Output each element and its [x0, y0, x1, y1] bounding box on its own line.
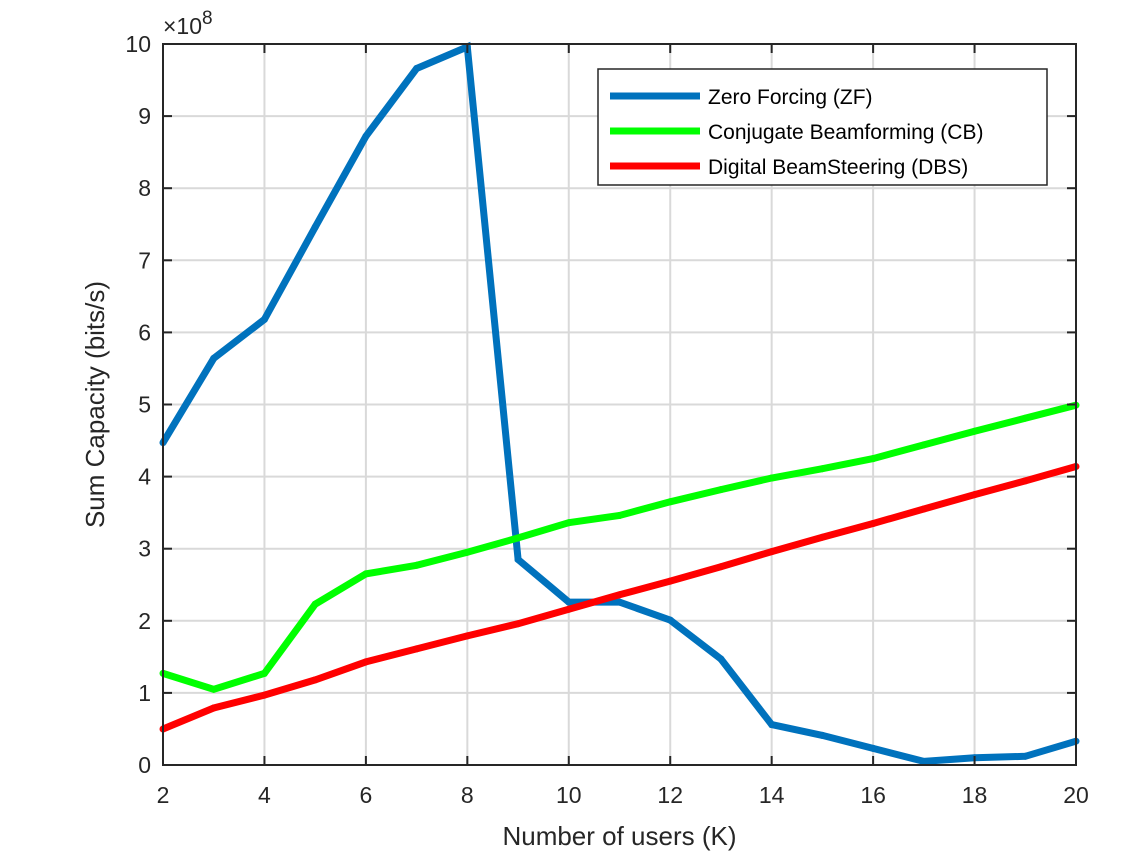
x-tick-label: 14 — [759, 782, 785, 808]
series-2-point — [869, 455, 877, 463]
series-3-point — [869, 520, 877, 527]
series-2-point — [1021, 414, 1029, 422]
series-3-point — [260, 691, 268, 699]
x-tick-label: 12 — [657, 782, 683, 808]
series-2-point — [565, 519, 573, 527]
series-2-point — [666, 498, 674, 506]
series-1-point — [768, 721, 776, 729]
series-3-point — [1021, 477, 1029, 485]
series-2-point — [362, 570, 370, 578]
x-tick-label: 2 — [157, 782, 170, 808]
legend-label-1: Zero Forcing (ZF) — [708, 86, 873, 109]
ticks — [162, 43, 1077, 766]
series-2-point — [616, 512, 623, 519]
series-3-point — [616, 591, 623, 599]
series-2-point — [514, 534, 522, 542]
legend-entries: Zero Forcing (ZF) Conjugate Beamforming (… — [610, 86, 983, 179]
series-3-point — [463, 632, 471, 640]
y-tick-label: 3 — [138, 536, 151, 562]
series-1-point — [920, 757, 928, 765]
series-3-point — [818, 533, 826, 541]
series-1-point — [869, 744, 877, 752]
series-2-point — [260, 669, 268, 677]
y-tick-label: 6 — [138, 319, 151, 345]
series-1-point — [311, 223, 319, 231]
series-1-point — [1021, 752, 1029, 760]
y-axis-title: Sum Capacity (bits/s) — [80, 281, 110, 528]
y-tick-label: 9 — [138, 103, 151, 129]
series-1-point — [717, 655, 725, 663]
series-3-point — [311, 676, 319, 684]
x-tick-label: 8 — [461, 782, 474, 808]
series-1-point — [362, 132, 370, 140]
series-2-point — [768, 474, 776, 482]
series-3-point — [514, 620, 522, 628]
x-tick-label: 20 — [1063, 782, 1089, 808]
series-2-point — [210, 685, 218, 693]
y-tick-label: 5 — [138, 392, 151, 418]
y-tick-label: 1 — [138, 680, 151, 706]
series-2-point — [920, 441, 928, 449]
y-tick-labels: 0 1 2 3 4 5 6 7 8 9 10 — [125, 31, 151, 778]
x-tick-label: 10 — [556, 782, 582, 808]
series-2-point — [311, 600, 319, 608]
x-tick-label: 6 — [359, 782, 372, 808]
series-1-point — [260, 315, 268, 323]
y-tick-label: 0 — [138, 752, 151, 778]
x-tick-label: 4 — [258, 782, 271, 808]
series-3-point — [362, 658, 370, 666]
legend-label-3: Digital BeamSteering (DBS) — [708, 156, 968, 179]
x-tick-label: 18 — [962, 782, 988, 808]
series-3-point — [565, 605, 573, 613]
series-1-point — [565, 598, 573, 606]
series-1-point — [818, 731, 826, 739]
y-tick-label: 2 — [138, 608, 151, 634]
y-exponent-power: 8 — [202, 8, 213, 29]
y-tick-label: 7 — [138, 247, 151, 273]
x-axis-title: Number of users (K) — [502, 821, 736, 851]
series-2-point — [717, 486, 725, 494]
y-exponent-base: ×10 — [163, 13, 202, 39]
y-axis-exponent: ×108 — [163, 8, 213, 39]
series-2-point — [971, 427, 979, 435]
series-1-point — [666, 616, 674, 624]
series-3-point — [666, 577, 674, 585]
y-tick-label: 10 — [125, 31, 151, 57]
series-3-point — [413, 645, 421, 653]
x-tick-label: 16 — [860, 782, 886, 808]
y-tick-label: 4 — [138, 464, 151, 490]
y-tick-label: 8 — [138, 175, 151, 201]
series-1-point — [210, 354, 218, 362]
series-1-point — [514, 556, 522, 563]
series-2-point — [818, 465, 826, 473]
series-1-point — [413, 65, 421, 72]
series-3-point — [717, 563, 725, 571]
series-2-point — [413, 561, 421, 569]
series-1-point — [616, 598, 623, 606]
series-3-point — [768, 548, 776, 556]
series-3-point — [920, 505, 928, 513]
series-3-point — [971, 491, 979, 499]
x-tick-labels: 2 4 6 8 10 12 14 16 18 20 — [157, 782, 1089, 808]
series-2-point — [463, 548, 471, 556]
legend-label-2: Conjugate Beamforming (CB) — [708, 121, 983, 144]
series-3-point — [210, 704, 218, 712]
legend: Zero Forcing (ZF) Conjugate Beamforming (… — [597, 68, 1048, 186]
